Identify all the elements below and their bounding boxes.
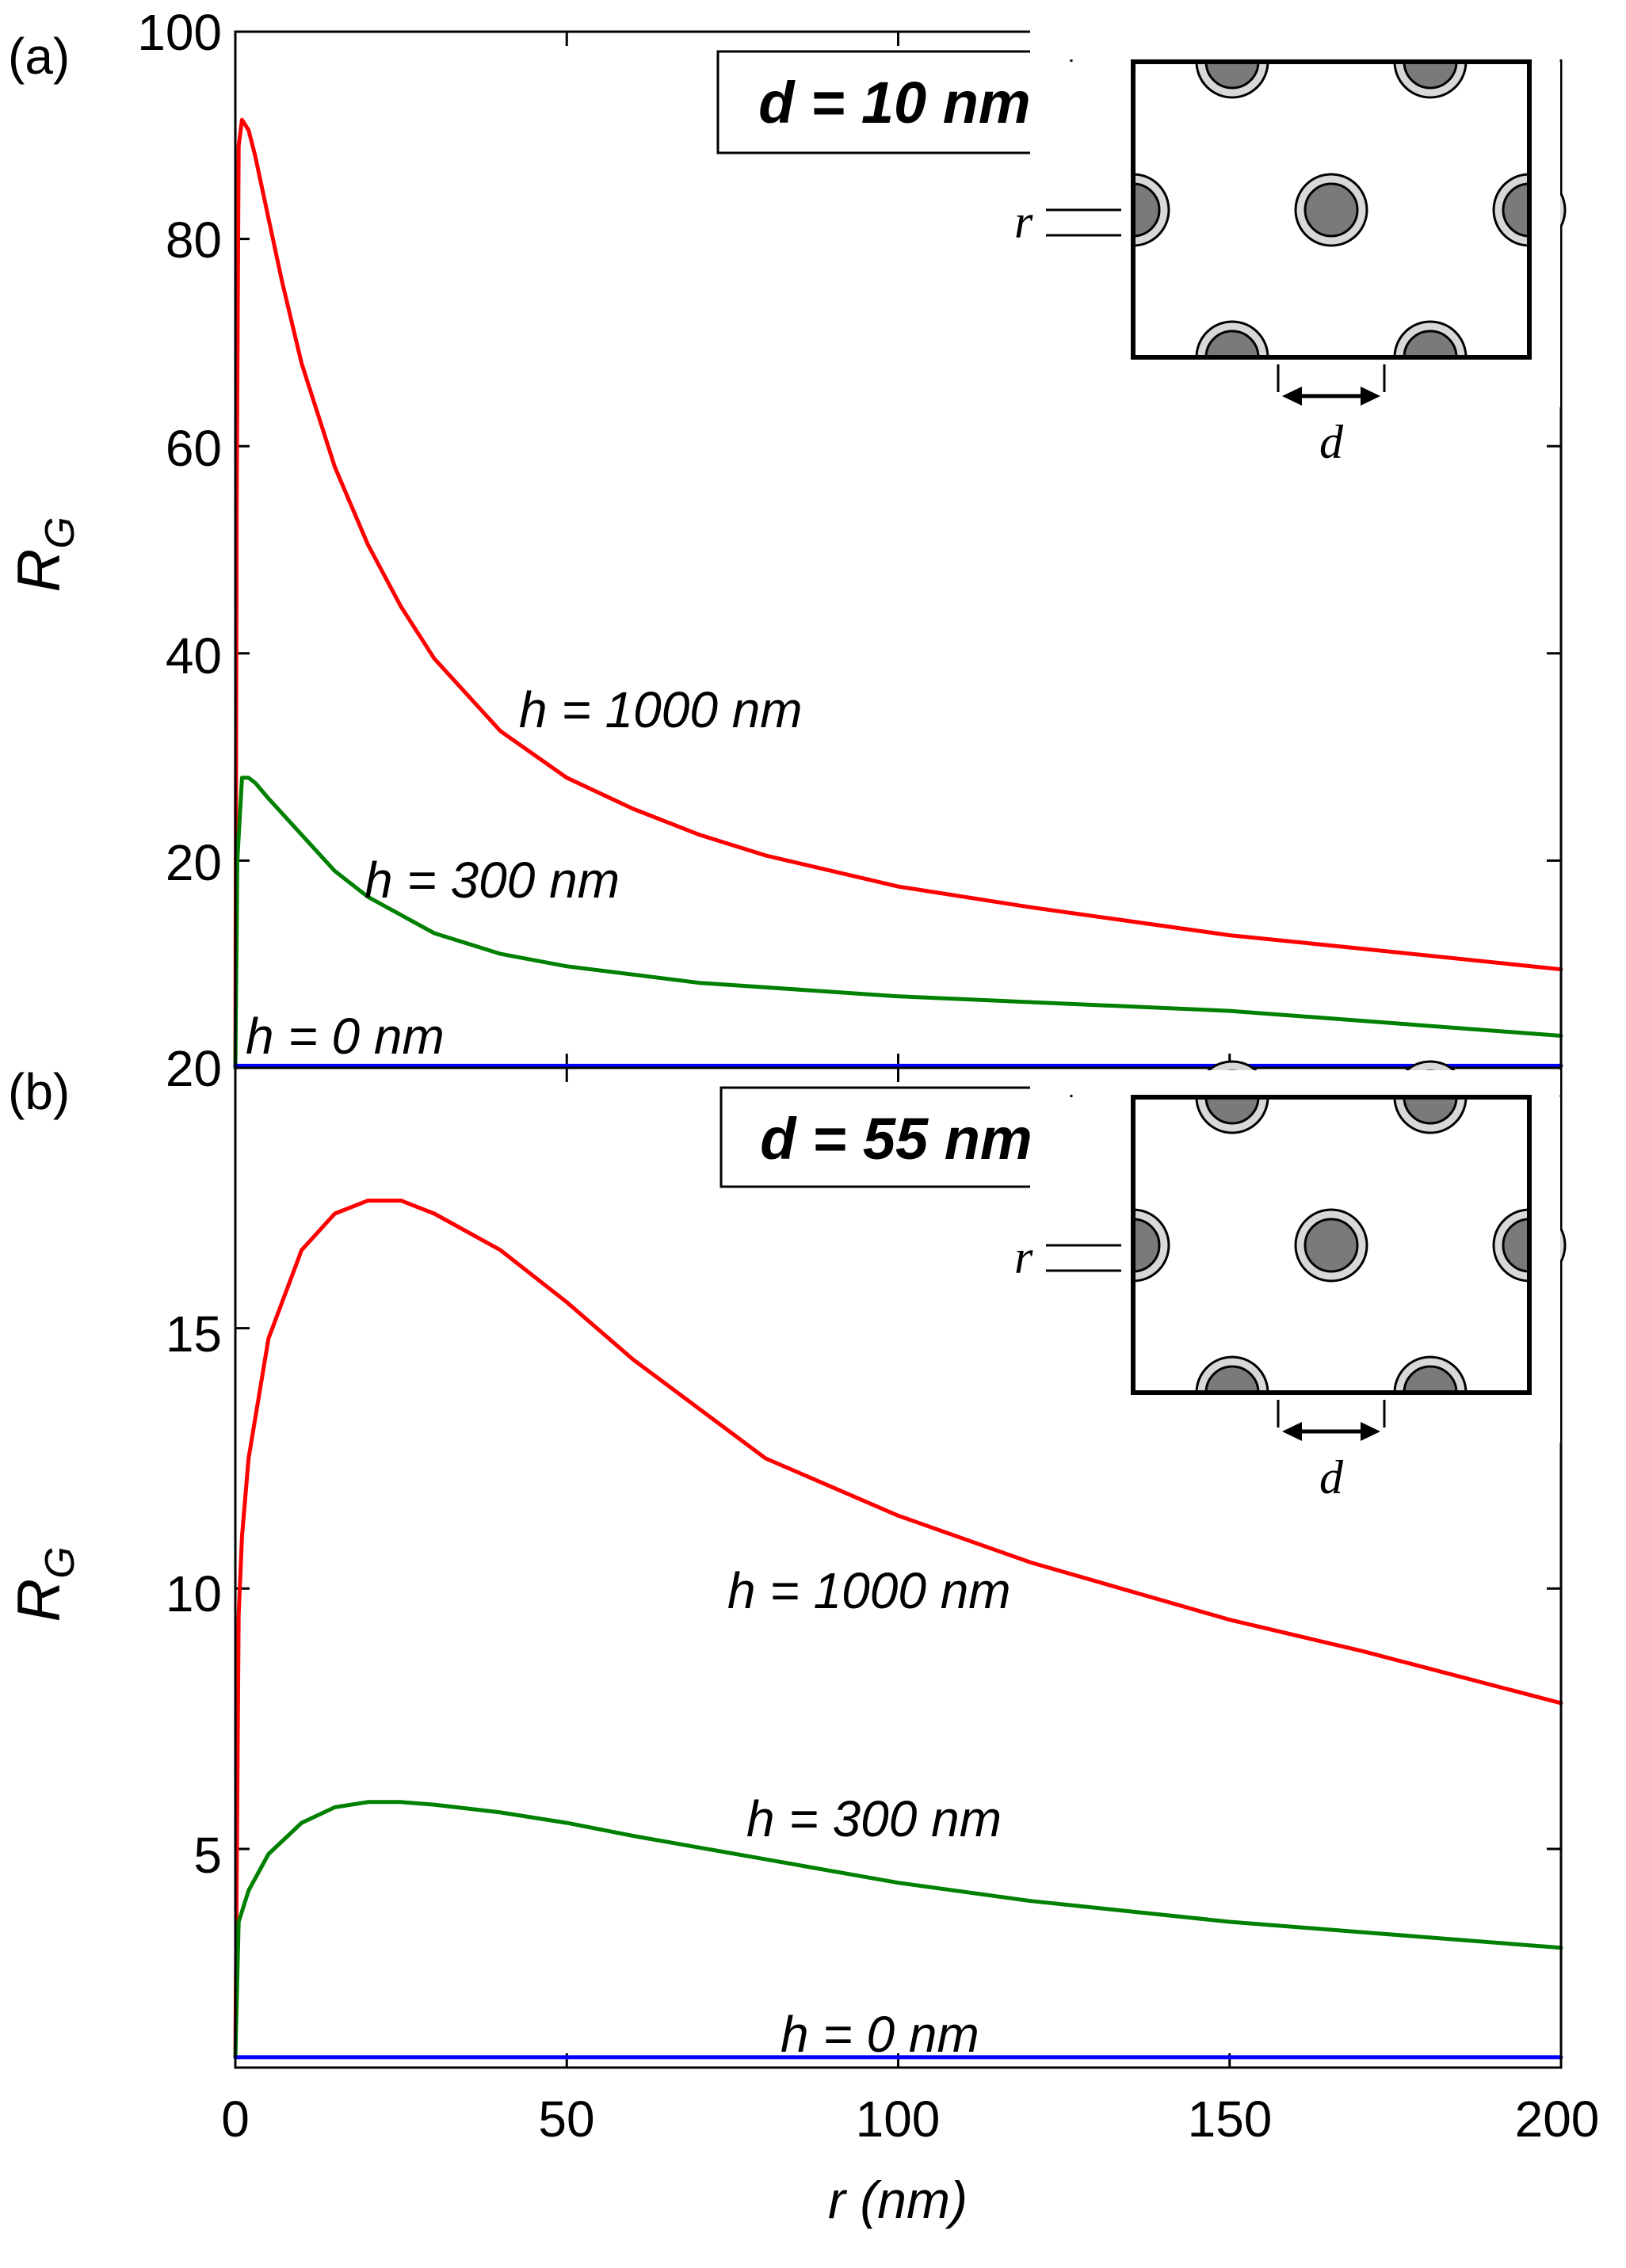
- panel-b-annotation-h300: h = 300 nm: [746, 1790, 1002, 1847]
- panel-a-series: [233, 117, 1563, 1070]
- panel-b-x-tick-labels: 0 50 100 150 200: [221, 2091, 1599, 2148]
- panel-b: (b) 20 15 10 5 0 50 100 150 200 r (nm) R…: [6, 1040, 1599, 2229]
- panel-b-x-label: r (nm): [828, 2171, 968, 2229]
- panel-a-annotation-h300: h = 300 nm: [365, 852, 620, 909]
- panel-b-series: [233, 1199, 1563, 2060]
- panel-b-inset-r-label: r: [1014, 1231, 1033, 1283]
- panel-b-series-h-300-nm: [233, 1800, 1563, 2060]
- panel-b-inset-clip-top: [1030, 1070, 1560, 1095]
- panel-b-inset-d-arrowhead-right: [1361, 1422, 1380, 1441]
- panel-a-inset-d-arrowhead-left: [1282, 387, 1302, 406]
- panel-b-inset-clip-right: [1532, 1097, 1560, 1430]
- panel-a-label: (a): [8, 28, 70, 85]
- panel-a-inset-r-label: r: [1014, 196, 1033, 248]
- panel-a: (a) 100 80 60 40 20 RG h = 1000 nm h = 3…: [6, 0, 1585, 1070]
- panel-b-ytick-10: 10: [166, 1565, 222, 1622]
- panel-a-series-h-300-nm: [233, 776, 1563, 1070]
- panel-a-annotation-h1000: h = 1000 nm: [519, 681, 803, 738]
- panel-b-inset-d-arrowhead-left: [1282, 1422, 1302, 1441]
- inset-particle-core: [1303, 1218, 1359, 1273]
- panel-a-inset-clip-top: [1030, 0, 1585, 59]
- panel-b-xtick-200: 200: [1515, 2091, 1600, 2148]
- panel-a-inset-d-label: d: [1319, 416, 1344, 468]
- panel-a-ytick-60: 60: [166, 420, 222, 477]
- panel-a-inset-clip-right: [1532, 62, 1560, 395]
- panel-b-ytick-5: 5: [193, 1827, 222, 1884]
- panel-a-y-tick-labels: 100 80 60 40 20: [137, 4, 222, 891]
- panel-b-y-label-sub: G: [37, 1546, 83, 1578]
- panel-b-ytick-20: 20: [166, 1040, 222, 1097]
- panel-b-annotation-h1000: h = 1000 nm: [727, 1562, 1011, 1619]
- panel-b-series-h-1000-nm: [233, 1199, 1563, 2060]
- panel-a-ytick-100: 100: [137, 4, 222, 61]
- panel-a-inset-clip-left: [1030, 62, 1131, 395]
- panel-b-y-tick-labels: 20 15 10 5: [166, 1040, 222, 1884]
- panel-a-inset-d-arrowhead-right: [1361, 387, 1380, 406]
- panel-a-ytick-20: 20: [166, 834, 222, 891]
- panel-b-inset-clip-left: [1030, 1097, 1131, 1430]
- panel-b-d-box-text: d = 55 nm: [760, 1106, 1032, 1172]
- panel-b-y-label: RG: [6, 1546, 83, 1622]
- panel-b-xtick-150: 150: [1188, 2091, 1273, 2148]
- panel-b-xtick-0: 0: [221, 2091, 250, 2148]
- panel-b-annotation-h0: h = 0 nm: [781, 2006, 979, 2063]
- panel-a-ytick-80: 80: [166, 212, 222, 269]
- panel-b-label: (b): [8, 1063, 70, 1120]
- panel-a-ytick-40: 40: [166, 627, 222, 684]
- panel-b-xtick-100: 100: [856, 2091, 941, 2148]
- panel-b-d-box: d = 55 nm: [719, 1086, 1073, 1188]
- panel-b-xtick-50: 50: [538, 2091, 594, 2148]
- panel-a-annotation-h0: h = 0 nm: [246, 1008, 445, 1065]
- panel-a-d-box: d = 10 nm: [716, 50, 1073, 154]
- panel-b-inset: r d: [1014, 1060, 1567, 1504]
- panel-b-inset-d-label: d: [1319, 1451, 1344, 1504]
- panel-a-inset: r d: [1014, 0, 1585, 468]
- panel-b-axes-frame: [234, 1066, 1563, 2069]
- inset-particle-core: [1303, 182, 1359, 238]
- panel-a-series-h-1000-nm: [233, 117, 1563, 1070]
- panel-a-y-label: RG: [6, 516, 83, 592]
- panel-b-ytick-15: 15: [166, 1306, 222, 1363]
- panel-a-y-label-sub: G: [37, 516, 83, 548]
- panel-a-d-box-text: d = 10 nm: [758, 70, 1030, 135]
